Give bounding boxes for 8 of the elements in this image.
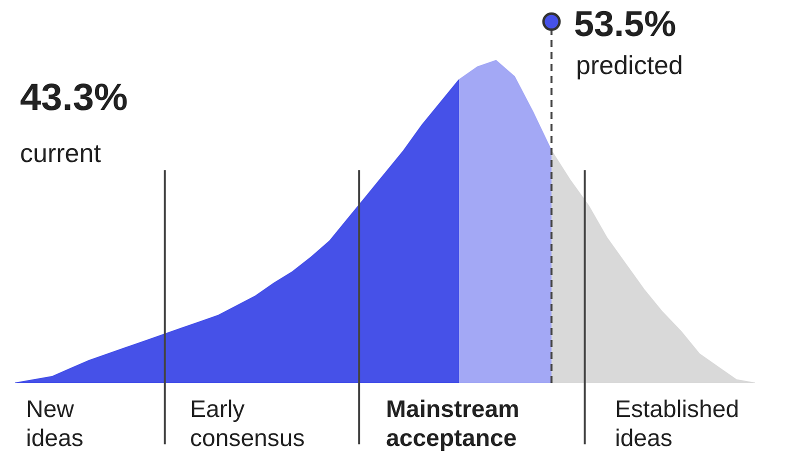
annotation: 43.3% (20, 76, 129, 121)
text: Early consensus (190, 396, 306, 454)
annotation: predicted (576, 50, 684, 82)
text: Mainstream acceptance (386, 396, 520, 454)
text: 53.5% (574, 2, 678, 46)
text: New ideas (26, 396, 84, 454)
annotation: current (20, 138, 102, 170)
text: Established ideas (615, 396, 740, 454)
